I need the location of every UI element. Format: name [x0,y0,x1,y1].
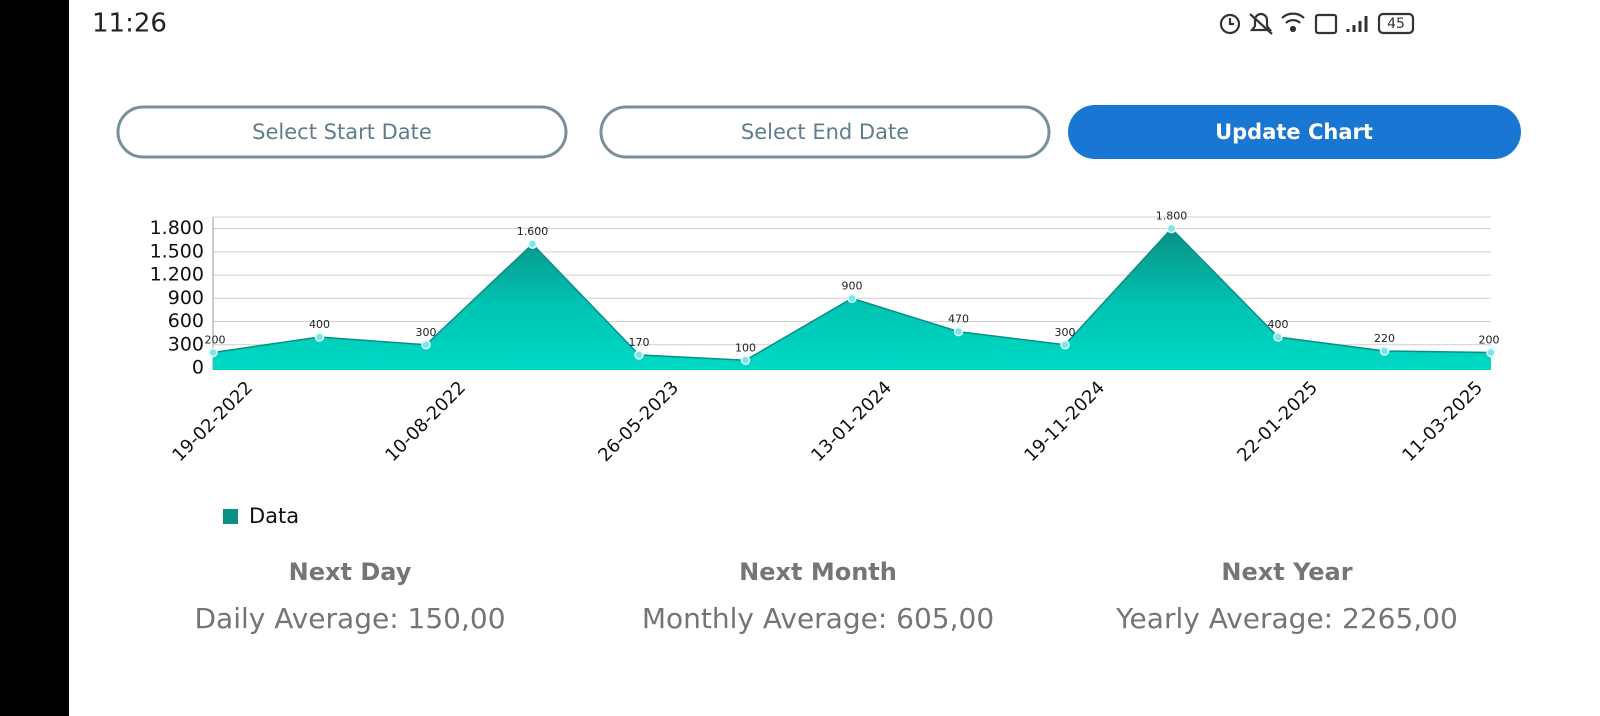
stats: Next Day Daily Average: 150,00 Next Month M… [194,558,1457,635]
data-point [527,239,538,249]
stat-value: Daily Average: 150,00 [194,602,505,635]
value-label: 400 [309,318,330,331]
start-date-button[interactable]: Select Start Date [116,105,568,159]
data-point [740,355,751,366]
y-tick-label: 1.800 [150,217,204,239]
x-tick-label: 19-02-2022 [168,377,257,466]
value-label: 300 [416,326,437,339]
legend-swatch [223,509,238,524]
button-label[interactable]: Update Chart [1215,120,1373,144]
button-outline[interactable] [599,105,1051,159]
data-point [208,347,218,358]
x-tick-label: 10-08-2022 [381,377,470,466]
legend-label: Data [249,504,299,528]
y-tick-label: 300 [168,333,204,355]
button-label[interactable]: Select Start Date [252,120,432,144]
value-label: 470 [948,313,969,326]
value-label: 200 [1479,334,1500,347]
x-tick-label: 13-01-2024 [807,377,896,466]
x-tick-label: 22-01-2025 [1233,377,1322,466]
x-tick-label: 19-11-2024 [1020,377,1109,466]
battery-level: 45 [1387,16,1405,32]
value-label: 220 [1374,332,1395,345]
data-point [847,293,857,304]
y-tick-label: 900 [168,287,204,309]
value-label: 170 [629,336,650,349]
data-point [1273,332,1283,342]
data-point [634,350,644,360]
value-label: 1.600 [517,225,549,238]
value-label: 200 [205,334,226,347]
stat-title: Next Year [1221,558,1352,586]
data-point [1166,223,1177,234]
stat-value: Monthly Average: 605,00 [642,602,994,635]
value-label: 900 [842,279,863,292]
y-tick-label: 600 [168,310,204,332]
data-point [953,326,964,337]
data-point [1486,347,1496,358]
data-point [1060,340,1070,350]
button-label[interactable]: Select End Date [741,120,909,144]
stat-title: Next Month [739,558,897,586]
data-point [314,332,325,342]
x-tick-label: 11-03-2025 [1398,377,1487,466]
value-label: 1.800 [1156,210,1188,223]
value-label: 300 [1055,326,1076,339]
status-time: 11:26 [92,9,167,39]
value-label: 100 [735,341,756,354]
data-point [1379,346,1390,356]
stat-value: Yearly Average: 2265,00 [1115,602,1458,635]
data-point [421,340,431,350]
y-tick-label: 1.500 [150,240,204,262]
chart: 03006009001.2001.5001.8002004003001.6001… [150,210,1500,528]
y-tick-label: 1.200 [150,264,204,286]
y-tick-label: 0 [192,357,204,379]
value-label: 400 [1268,318,1289,331]
x-tick-label: 26-05-2023 [594,377,683,466]
button-outline[interactable] [116,105,568,159]
button-fill[interactable] [1068,105,1521,159]
update-chart-button[interactable]: Update Chart [1068,105,1521,159]
left-bar [0,0,69,716]
end-date-button[interactable]: Select End Date [599,105,1051,159]
status-icons [1219,12,1415,35]
stat-title: Next Day [289,558,412,586]
